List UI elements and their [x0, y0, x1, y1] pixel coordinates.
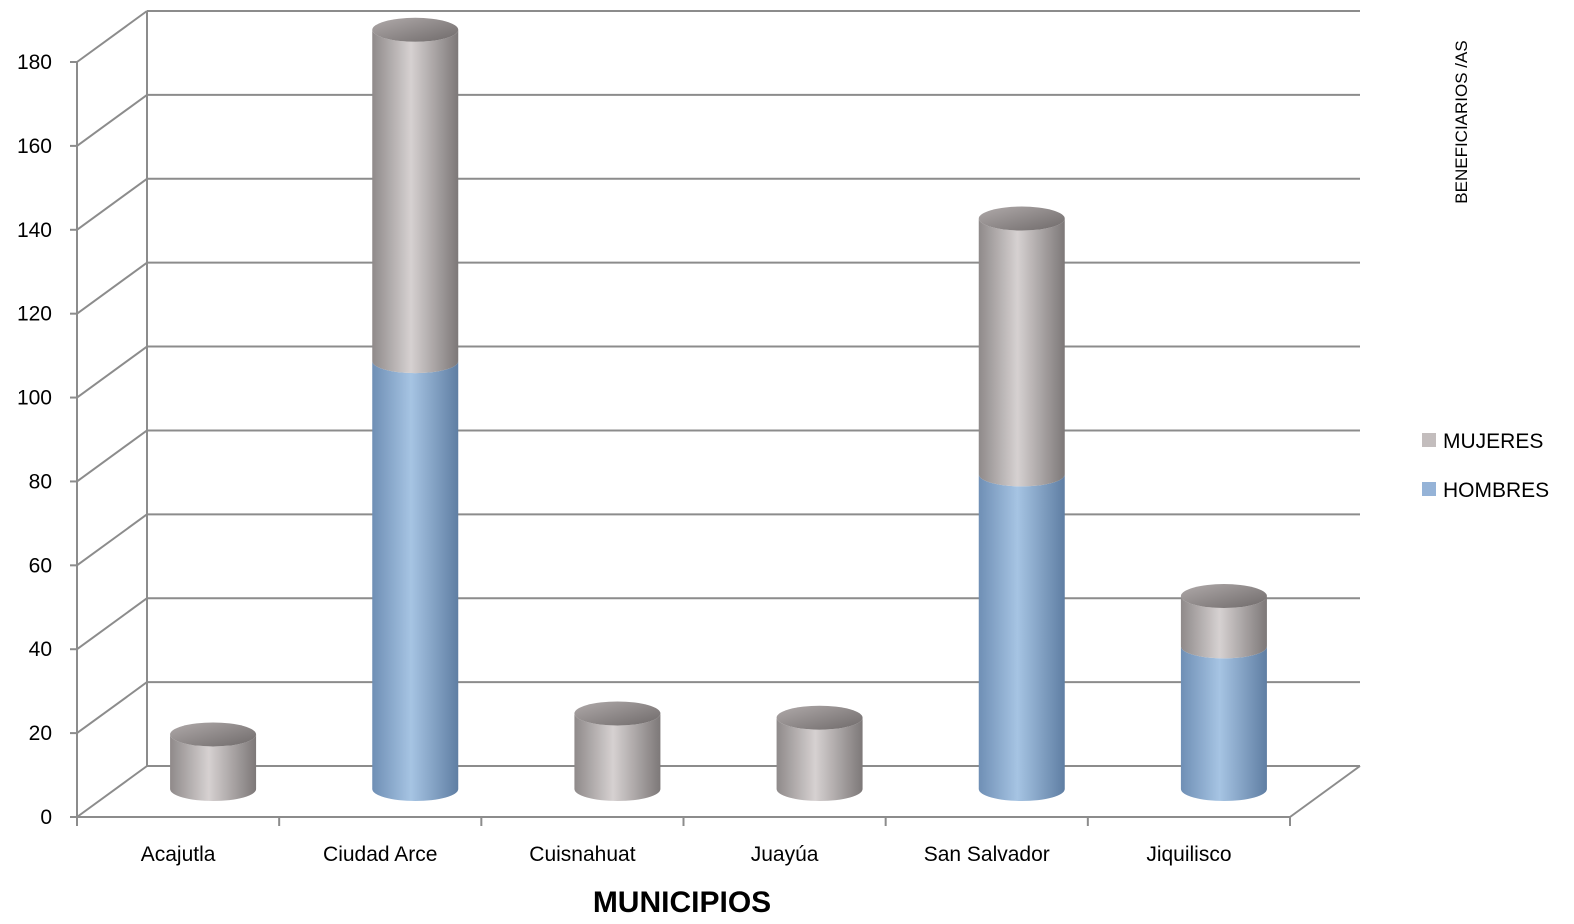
x-tick-label: Ciudad Arce — [323, 843, 437, 866]
x-axis-categories: Acajutla Ciudad Arce Cuisnahuat Juayúa San S… — [76, 817, 1291, 866]
x-tick-label: Jiquilisco — [1146, 843, 1231, 866]
bar-top-cap — [574, 701, 661, 726]
legend-label-hombres: HOMBRES — [1443, 479, 1549, 502]
y-tick-label: 160 — [17, 135, 52, 158]
bar-hombres-ciudad-arce — [372, 361, 459, 801]
legend: MUJERES HOMBRES — [1422, 430, 1549, 502]
bar-hombres-san-salvador — [978, 474, 1065, 801]
bar-mujeres-cuisnahuat — [574, 713, 661, 801]
gridline-side — [76, 681, 148, 734]
bar-top-cap — [170, 722, 257, 747]
gridline-side — [76, 429, 148, 483]
plot-frame — [76, 10, 1361, 818]
y-axis-ticks: 0 20 40 60 80 100 120 140 160 180 — [17, 51, 77, 829]
bar-mujeres-juayúa — [776, 717, 863, 801]
bar-top-cap — [978, 206, 1065, 231]
bar-mujeres-san-salvador — [978, 218, 1065, 487]
y-tick-label: 180 — [17, 51, 52, 74]
gridline-side — [76, 177, 148, 231]
gridline-side — [76, 10, 148, 63]
gridline-side — [76, 765, 148, 818]
bar-top-cap — [1180, 584, 1267, 609]
x-tick-label: Acajutla — [141, 843, 216, 866]
floor-edge — [1289, 765, 1361, 818]
gridline-side — [76, 513, 148, 567]
bar-top-cap — [372, 17, 459, 42]
gridline-side — [76, 597, 148, 651]
y-axis-title: BENEFICIARIOS /AS — [1452, 40, 1471, 203]
x-tick-label: San Salvador — [924, 843, 1050, 866]
legend-swatch-hombres — [1422, 482, 1436, 496]
gridline-side — [76, 261, 148, 315]
bar-mujeres-acajutla — [170, 734, 257, 802]
bar-top-cap — [776, 705, 863, 730]
bar-mujeres-jiquilisco — [1180, 596, 1267, 659]
y-tick-label: 60 — [29, 554, 52, 577]
gridline-side — [76, 345, 148, 399]
y-tick-label: 0 — [40, 806, 52, 829]
legend-label-mujeres: MUJERES — [1443, 430, 1543, 453]
x-axis-title: MUNICIPIOS — [593, 886, 771, 919]
y-tick-label: 140 — [17, 219, 52, 242]
y-tick-label: 120 — [17, 303, 52, 326]
bar-mujeres-ciudad-arce — [372, 29, 459, 374]
legend-swatch-mujeres — [1422, 433, 1436, 447]
gridline-side — [76, 94, 148, 147]
x-tick-label: Juayúa — [751, 843, 819, 866]
y-tick-label: 40 — [29, 638, 52, 661]
x-tick-label: Cuisnahuat — [529, 843, 635, 866]
y-tick-label: 80 — [29, 470, 52, 493]
bar-hombres-jiquilisco — [1180, 646, 1267, 801]
y-tick-label: 20 — [29, 722, 52, 745]
y-tick-label: 100 — [17, 387, 52, 410]
bars — [170, 17, 1267, 802]
